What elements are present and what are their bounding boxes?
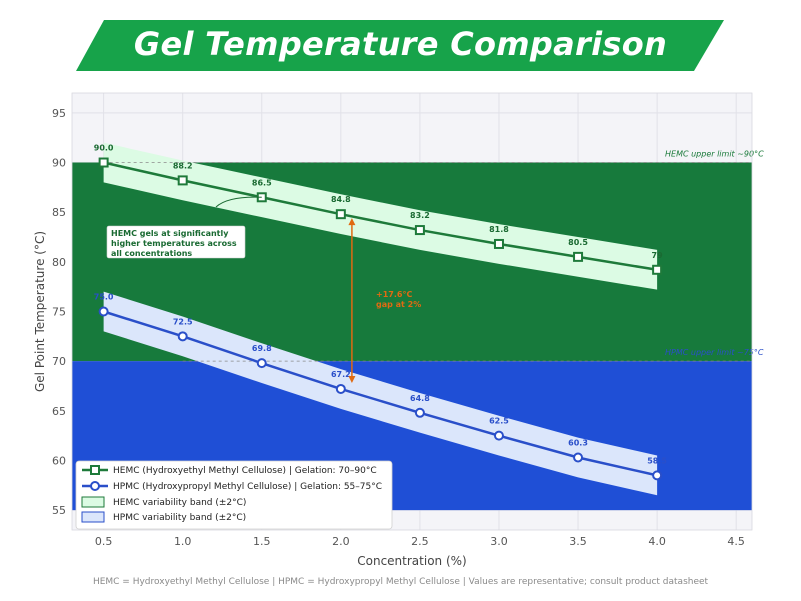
hemc-data-label: 79 — [652, 251, 664, 260]
x-axis-label: Concentration (%) — [357, 554, 466, 568]
x-tick-label: 1.0 — [174, 535, 192, 548]
x-tick-label: 3.5 — [569, 535, 587, 548]
hemc-data-label: 88.2 — [173, 161, 193, 170]
footnote: HEMC = Hydroxyethyl Methyl Cellulose | H… — [92, 577, 709, 587]
hpmc-data-label: 60.3 — [568, 438, 588, 447]
y-tick-label: 70 — [52, 355, 66, 368]
y-tick-label: 95 — [52, 107, 66, 120]
y-tick-label: 90 — [52, 157, 66, 170]
hpmc-data-label: 64.8 — [410, 394, 430, 403]
gap-label: +17.6°C — [376, 290, 412, 299]
hpmc-data-label: 75.0 — [94, 293, 114, 302]
hemc-point — [414, 225, 425, 236]
plot-frame — [71, 92, 753, 531]
hemc-point — [493, 238, 504, 249]
hemc-note-text: higher temperatures across — [111, 239, 237, 248]
legend-hemc-band-label: HEMC variability band (±2°C) — [113, 498, 246, 508]
hemc-variability-band — [103, 142, 658, 290]
hpmc-point — [177, 331, 188, 342]
y-tick-label: 55 — [52, 504, 66, 517]
title-banner — [76, 20, 724, 71]
y-tick-label: 80 — [52, 256, 66, 269]
hemc-data-label: 84.8 — [331, 195, 351, 204]
hemc-point — [335, 209, 346, 220]
title-banner-shape — [76, 20, 724, 71]
y-tick-label: 60 — [52, 454, 66, 467]
x-tick-label: 3.0 — [490, 535, 508, 548]
hemc-data-label: 83.2 — [410, 211, 430, 220]
hemc-data-label: 81.8 — [489, 225, 509, 234]
y-tick-label: 85 — [52, 206, 66, 219]
legend-box — [75, 460, 393, 530]
hemc-line — [103, 161, 658, 272]
legend-hpmc-band-swatch — [81, 511, 105, 523]
x-tick-label: 4.5 — [727, 535, 745, 548]
hpmc-point — [256, 358, 267, 369]
legend-hpmc-band-label: HPMC variability band (±2°C) — [113, 513, 246, 523]
hemc-point — [98, 157, 109, 168]
gap-arrow-head-bottom — [348, 375, 356, 383]
gap-label: gap at 2% — [376, 300, 421, 309]
hemc-point — [177, 175, 188, 186]
legend-hemc-band-swatch — [81, 496, 105, 508]
y-tick-label: 75 — [52, 306, 66, 319]
legend-hemc-marker — [90, 465, 100, 475]
hpmc-zone-label: HPMC upper limit ~75°C — [665, 348, 764, 357]
hpmc-point — [573, 452, 584, 463]
hemc-point — [652, 264, 663, 275]
y-tick-label: 65 — [52, 405, 66, 418]
hpmc-data-label: 69.8 — [252, 344, 272, 353]
hemc-note-text: HEMC gels at significantly — [111, 229, 229, 238]
hpmc-line — [103, 310, 658, 477]
hpmc-point — [652, 470, 663, 481]
hemc-zone-label: HEMC upper limit ~90°C — [665, 150, 764, 159]
legend-hemc-label: HEMC (Hydroxyethyl Methyl Cellulose) | G… — [113, 466, 377, 476]
hpmc-point — [414, 407, 425, 418]
hemc-note-text: all concentrations — [111, 249, 192, 258]
x-tick-label: 0.5 — [95, 535, 113, 548]
chart-title: Gel Temperature Comparison — [133, 25, 668, 63]
hpmc-point — [493, 430, 504, 441]
hemc-point — [573, 251, 584, 262]
hpmc-data-label: 58.5 — [647, 456, 667, 465]
hemc-data-label: 90.0 — [94, 144, 114, 153]
hemc-note-box — [106, 225, 246, 259]
hpmc-point — [98, 306, 109, 317]
hpmc-data-label: 67.2 — [331, 370, 351, 379]
hpmc-variability-band — [103, 291, 658, 496]
legend: HEMC (Hydroxyethyl Methyl Cellulose) | G… — [75, 460, 393, 530]
hpmc-data-label: 72.5 — [173, 317, 193, 326]
x-tick-label: 1.5 — [253, 535, 271, 548]
hemc-data-label: 86.5 — [252, 178, 272, 187]
x-tick-label: 2.5 — [411, 535, 429, 548]
hpmc-data-label: 62.5 — [489, 417, 509, 426]
y-axis-label: Gel Point Temperature (°C) — [33, 231, 47, 392]
hemc-note-connector — [215, 196, 262, 208]
hemc-data-label: 80.5 — [568, 238, 588, 247]
hpmc-point — [335, 383, 346, 394]
gap-arrow-head-top — [348, 218, 356, 226]
legend-hpmc-marker — [90, 481, 100, 491]
x-tick-label: 4.0 — [648, 535, 666, 548]
x-tick-label: 2.0 — [332, 535, 350, 548]
legend-hpmc-label: HPMC (Hydroxypropyl Methyl Cellulose) | … — [113, 482, 382, 492]
